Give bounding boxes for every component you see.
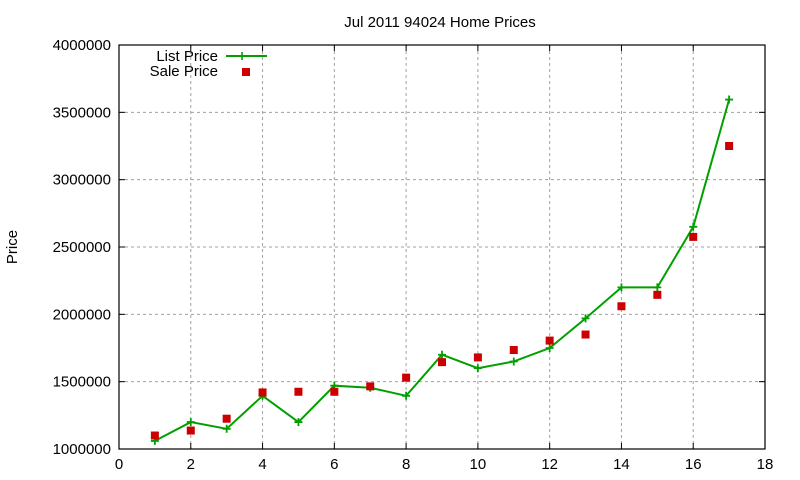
legend-item-list-price: List Price <box>156 48 267 65</box>
grid-lines <box>119 45 765 449</box>
chart-title: Jul 2011 94024 Home Prices <box>344 14 536 31</box>
square-marker-icon <box>473 353 482 362</box>
y-tick-label: 2000000 <box>53 306 111 323</box>
legend-item-sale-price: Sale Price <box>150 63 250 80</box>
plus-marker-icon <box>509 357 518 366</box>
plus-marker-icon <box>617 283 626 292</box>
square-marker-icon <box>689 232 698 241</box>
square-marker-icon <box>222 414 231 423</box>
square-marker-icon <box>402 373 411 382</box>
y-tick-label: 2500000 <box>53 239 111 256</box>
square-marker-icon <box>725 142 734 150</box>
legend-plus-marker-icon <box>238 52 246 60</box>
square-marker-icon <box>581 330 590 339</box>
square-marker-icon <box>653 290 662 299</box>
y-tick-label: 1500000 <box>53 374 111 391</box>
x-tick-label: 0 <box>115 456 123 473</box>
x-tick-label: 2 <box>187 456 195 473</box>
x-tick-label: 8 <box>402 456 410 473</box>
series-line <box>154 99 731 442</box>
x-tick-label: 4 <box>258 456 266 473</box>
series-sale-price <box>150 142 734 440</box>
plus-marker-icon <box>402 391 411 400</box>
x-tick-label: 6 <box>330 456 338 473</box>
plus-marker-icon <box>473 364 482 373</box>
y-axis-tick-labels: 1000000 1500000 2000000 2500000 3000000 35000… <box>53 37 111 458</box>
x-tick-label: 16 <box>685 456 702 473</box>
x-axis-tick-labels: 0 2 4 6 8 10 12 14 16 18 <box>115 456 774 473</box>
y-axis-label: Price <box>4 230 21 264</box>
axis-ticks <box>118 44 766 450</box>
y-tick-label: 3500000 <box>53 104 111 121</box>
square-marker-icon <box>617 302 626 311</box>
y-tick-label: 4000000 <box>53 37 111 54</box>
square-marker-icon <box>438 358 446 367</box>
square-marker-icon <box>258 388 267 397</box>
plus-marker-icon <box>581 314 590 323</box>
plus-marker-icon <box>653 283 662 292</box>
plus-marker-icon <box>438 350 446 359</box>
square-marker-icon <box>366 382 375 391</box>
square-marker-icon <box>186 426 195 435</box>
legend-label-sale-price: Sale Price <box>150 63 218 80</box>
plus-marker-icon <box>186 418 195 427</box>
square-marker-icon <box>294 387 303 396</box>
data-series <box>150 95 734 445</box>
y-tick-label: 1000000 <box>53 441 111 458</box>
x-tick-label: 10 <box>470 456 487 473</box>
plus-marker-icon <box>545 344 554 352</box>
legend-square-marker-icon <box>242 68 250 76</box>
square-marker-icon <box>509 346 518 355</box>
legend: List Price Sale Price <box>150 48 267 80</box>
legend-label-list-price: List Price <box>156 48 218 65</box>
square-marker-icon <box>150 431 159 440</box>
square-marker-icon <box>330 387 339 396</box>
x-tick-label: 12 <box>541 456 558 473</box>
x-tick-label: 18 <box>757 456 774 473</box>
plus-marker-icon <box>689 222 698 231</box>
series-list-price <box>150 95 734 445</box>
x-tick-label: 14 <box>613 456 630 473</box>
square-marker-icon <box>545 336 554 345</box>
y-tick-label: 3000000 <box>53 172 111 189</box>
plus-marker-icon <box>294 418 303 427</box>
plus-marker-icon <box>725 95 734 104</box>
plus-marker-icon <box>222 424 231 433</box>
